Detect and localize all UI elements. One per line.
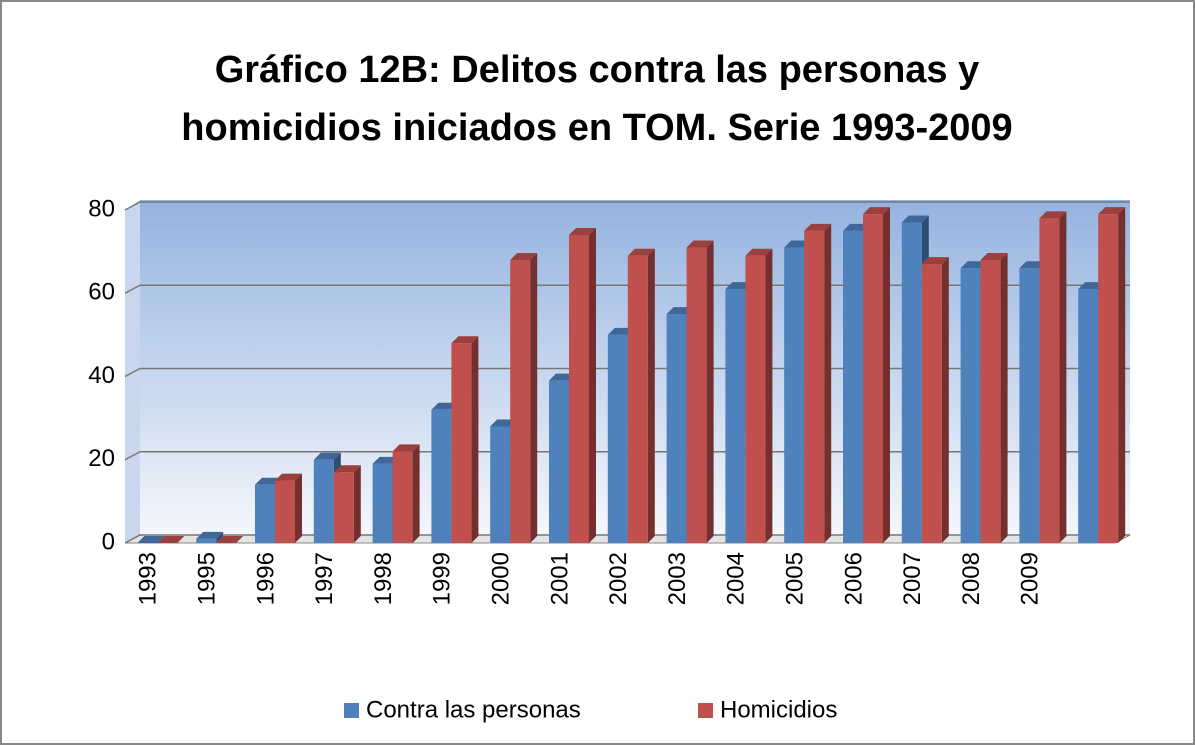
bar-top xyxy=(804,223,832,231)
bar xyxy=(1078,289,1099,543)
x-tick-label: 1995 xyxy=(194,552,221,605)
x-tick-label: 2007 xyxy=(899,552,926,605)
x-tick-label: 2004 xyxy=(723,552,750,605)
bar xyxy=(255,484,275,543)
bar xyxy=(372,463,393,543)
x-tick-label: 2008 xyxy=(958,552,985,605)
legend-label: Homicidios xyxy=(720,696,837,723)
x-tick-label: 2001 xyxy=(546,552,573,605)
bar xyxy=(490,426,511,543)
bar xyxy=(666,314,687,543)
bar xyxy=(745,255,766,543)
bar-top xyxy=(196,531,224,539)
y-tick-label: 80 xyxy=(88,195,115,222)
side-wall xyxy=(125,200,140,543)
legend-swatch xyxy=(344,703,359,718)
chart-title: Gráfico 12B: Delitos contra las personas… xyxy=(215,49,980,91)
x-tick-label: 1996 xyxy=(252,552,279,605)
x-tick-label: 1999 xyxy=(429,552,456,605)
bar xyxy=(607,334,628,543)
bar-top xyxy=(333,465,361,473)
x-tick-label: 2009 xyxy=(1017,552,1044,605)
bar-side xyxy=(530,252,538,543)
bar-top xyxy=(510,252,538,260)
x-tick-label: 2002 xyxy=(605,552,632,605)
x-tick-label: 1997 xyxy=(311,552,338,605)
bar-top xyxy=(901,215,929,223)
bar xyxy=(1019,268,1040,543)
bar-top xyxy=(313,452,341,460)
bar xyxy=(569,234,589,543)
bar-side xyxy=(216,531,224,543)
bar xyxy=(784,247,805,543)
bar xyxy=(804,230,825,543)
bar-side xyxy=(589,227,596,543)
bar xyxy=(275,480,295,543)
bar-top xyxy=(216,536,244,543)
x-tick-label: 2000 xyxy=(488,552,515,605)
bar xyxy=(921,264,942,543)
bar-side xyxy=(1118,207,1126,543)
bar xyxy=(392,451,413,543)
bar xyxy=(960,268,981,543)
chart-title: homicidios iniciados en TOM. Serie 1993-… xyxy=(181,107,1012,149)
bar xyxy=(725,289,746,543)
bar xyxy=(627,255,648,543)
bar xyxy=(1039,218,1060,543)
x-tick-label: 2006 xyxy=(840,552,867,605)
bar-top xyxy=(569,227,596,235)
bar-top xyxy=(980,252,1008,260)
bar xyxy=(510,259,531,543)
bar xyxy=(686,247,707,543)
bar-side xyxy=(353,465,361,543)
bar-top xyxy=(627,248,655,256)
bar-side xyxy=(941,257,949,543)
legend-label: Contra las personas xyxy=(366,696,581,723)
y-tick-label: 40 xyxy=(88,362,115,389)
bar-top xyxy=(686,240,714,248)
bar-side xyxy=(1000,252,1008,543)
y-tick-label: 20 xyxy=(88,445,115,472)
bar xyxy=(863,214,883,543)
x-tick-label: 1998 xyxy=(370,552,397,605)
bar-side xyxy=(295,473,302,543)
bar xyxy=(901,222,922,544)
x-tick-label: 2005 xyxy=(782,552,809,605)
x-tick-label: 1993 xyxy=(135,552,162,605)
bar xyxy=(1098,214,1119,543)
y-tick-label: 60 xyxy=(88,279,115,306)
grid-line xyxy=(124,201,1130,211)
bar xyxy=(196,538,217,543)
bar-top xyxy=(275,473,302,481)
bar xyxy=(333,472,354,543)
bar-side xyxy=(647,248,655,543)
bar xyxy=(843,230,863,543)
bar-side xyxy=(412,444,420,543)
bar-side xyxy=(765,248,773,543)
bar-side xyxy=(824,223,832,543)
bar xyxy=(980,259,1001,543)
bar xyxy=(451,343,472,543)
bar-top xyxy=(745,248,773,256)
bar-side xyxy=(1059,211,1067,543)
bar-top xyxy=(451,336,479,344)
bar-top xyxy=(921,257,949,265)
bar xyxy=(313,459,334,543)
bar-top xyxy=(1039,211,1067,219)
bar-top xyxy=(137,536,165,543)
legend-swatch xyxy=(698,703,713,718)
x-tick-label: 2003 xyxy=(664,552,691,605)
bar-top xyxy=(157,536,185,543)
bar-top xyxy=(392,444,420,452)
bar xyxy=(549,380,569,543)
bar-side xyxy=(883,207,890,543)
bar-side xyxy=(471,336,479,543)
bar-side xyxy=(706,240,714,543)
bar xyxy=(431,409,452,543)
bar-top xyxy=(863,207,890,215)
bar-top xyxy=(1098,207,1126,215)
y-tick-label: 0 xyxy=(102,528,115,555)
